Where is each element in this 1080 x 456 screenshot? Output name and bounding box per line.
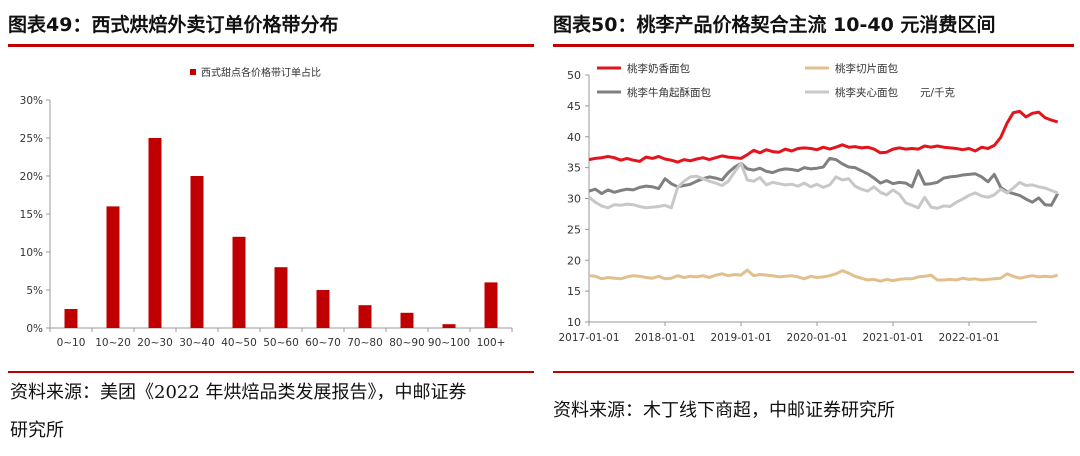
x-tick-label: 2017-01-01 <box>558 332 619 344</box>
x-tick-label: 70~80 <box>347 337 383 349</box>
series-line <box>588 161 1059 210</box>
y-tick-label: 20 <box>567 254 581 267</box>
y-tick-label: 10 <box>567 316 581 329</box>
y-tick-label: 35 <box>567 162 581 175</box>
y-tick-label: 10% <box>20 247 43 259</box>
bar <box>400 312 414 328</box>
y-tick-label: 50 <box>567 69 581 82</box>
y-tick-label: 30 <box>567 193 581 206</box>
left-source-rule <box>8 371 534 373</box>
x-tick-label: 80~90 <box>389 337 425 349</box>
left-panel: 图表49：西式烘焙外卖订单价格带分布 西式甜点各价格带订单占比 0% 5% 10% 15… <box>8 4 534 450</box>
left-source: 资料来源：美团《2022 年烘焙品类发展报告》，中邮证券 研究所 <box>10 374 530 450</box>
y-tick-label: 45 <box>567 100 581 113</box>
x-tick-label: 90~100 <box>428 337 470 349</box>
bar <box>316 290 330 328</box>
legend-label: 西式甜点各价格带订单占比 <box>201 66 321 79</box>
left-title-bar: 图表49：西式烘焙外卖订单价格带分布 <box>8 4 534 47</box>
y-tick-label: 30% <box>20 95 43 107</box>
y-tick-label: 15 <box>567 285 581 298</box>
x-tick-label: 100+ <box>477 337 506 349</box>
series-line <box>588 156 1060 207</box>
legend-swatch <box>190 69 196 75</box>
y-tick-label: 15% <box>20 209 43 221</box>
x-tick-label: 50~60 <box>263 337 299 349</box>
x-tick-label: 2019-01-01 <box>710 332 771 344</box>
series-line <box>588 109 1059 164</box>
x-tick-label: 2022-01-01 <box>938 332 999 344</box>
y-tick-label: 0% <box>26 323 43 335</box>
right-title-bar: 图表50：桃李产品价格契合主流 10-40 元消费区间 <box>553 4 1074 47</box>
bar <box>484 282 498 328</box>
x-tick-label: 40~50 <box>221 337 257 349</box>
right-source-rule <box>553 371 1074 373</box>
x-tick-label: 0~10 <box>57 337 86 349</box>
right-panel: 图表50：桃李产品价格契合主流 10-40 元消费区间 10 15 20 25 30 35… <box>545 0 1080 456</box>
y-tick-label: 25 <box>567 223 581 236</box>
bar-chart: 西式甜点各价格带订单占比 0% 5% 10% 15% 20% 25% 30% 0~10 10~20… <box>20 66 513 349</box>
y-tick-label: 5% <box>26 285 43 297</box>
x-tick-label: 2021-01-01 <box>862 332 923 344</box>
x-tick-label: 10~20 <box>95 337 131 349</box>
unit-label: 元/千克 <box>920 87 956 99</box>
series-line <box>588 268 1059 283</box>
y-tick-label: 40 <box>567 131 581 144</box>
x-tick-label: 2020-01-01 <box>786 332 847 344</box>
bar <box>64 309 78 328</box>
bar <box>106 206 120 328</box>
x-tick-label: 60~70 <box>305 337 341 349</box>
legend-label: 桃李夹心面包 <box>835 86 898 99</box>
y-tick-label: 25% <box>20 133 43 145</box>
left-source-line-1: 资料来源：美团《2022 年烘焙品类发展报告》，中邮证券 <box>10 382 467 403</box>
line-chart: 10 15 20 25 30 35 40 45 50 2017-01-01 2018-01-01 20… <box>558 62 1060 344</box>
bar <box>190 176 204 328</box>
bar <box>148 138 162 328</box>
x-tick-label: 30~40 <box>179 337 215 349</box>
legend-label: 桃李切片面包 <box>835 62 898 75</box>
left-source-line-2: 研究所 <box>10 420 64 441</box>
bar <box>232 236 246 328</box>
left-chart-title: 图表49：西式烘焙外卖订单价格带分布 <box>8 14 339 36</box>
right-source: 资料来源：木丁线下商超，中邮证券研究所 <box>553 400 895 421</box>
legend-label: 桃李牛角起酥面包 <box>627 86 711 99</box>
y-tick-label: 20% <box>20 171 43 183</box>
bar <box>442 324 456 328</box>
x-tick-label: 2018-01-01 <box>634 332 695 344</box>
legend-label: 桃李奶香面包 <box>627 62 690 75</box>
right-title-rule <box>553 44 1074 47</box>
right-chart-title: 图表50：桃李产品价格契合主流 10-40 元消费区间 <box>553 14 996 36</box>
bar <box>274 267 288 328</box>
x-tick-label: 20~30 <box>137 337 173 349</box>
bar <box>358 305 372 328</box>
left-title-rule <box>8 44 534 47</box>
